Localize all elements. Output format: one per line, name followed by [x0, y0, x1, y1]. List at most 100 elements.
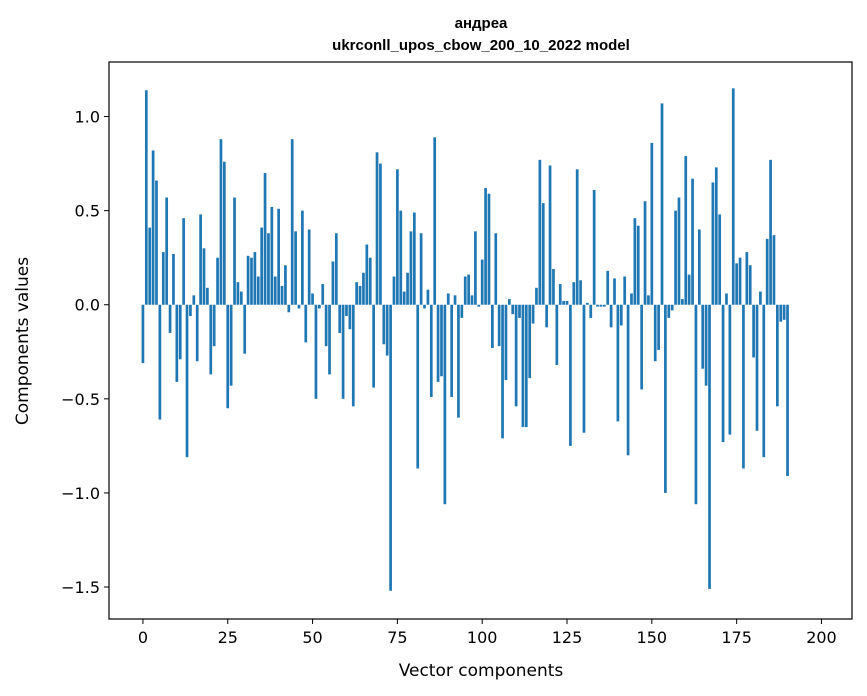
- bar-31: [246, 255, 250, 305]
- y-axis-ticks: −1.5 −1.0 −0.5 0.0 0.5 1.0: [61, 108, 109, 597]
- bar-32: [250, 257, 253, 305]
- bar-149: [647, 295, 650, 305]
- plot-frame: [108, 61, 853, 620]
- bar-115: [531, 304, 535, 324]
- bar-173: [728, 304, 732, 435]
- bar-110: [514, 304, 518, 407]
- x-tick-label-7: 175: [721, 628, 752, 647]
- bar-118: [541, 203, 545, 305]
- bar-74: [392, 276, 396, 305]
- bar-90: [446, 293, 450, 305]
- bar-93: [457, 304, 460, 418]
- bar-141: [619, 304, 623, 326]
- bar-51: [314, 304, 318, 399]
- bar-35: [260, 227, 264, 305]
- bar-66: [365, 244, 369, 305]
- bar-126: [569, 304, 572, 446]
- bar-130: [582, 304, 586, 433]
- bar-8: [168, 304, 172, 333]
- y-tick-label-0: −1.5: [61, 578, 100, 597]
- bar-13: [185, 304, 189, 458]
- bar-124: [562, 300, 565, 305]
- bar-176: [738, 257, 742, 305]
- bar-137: [606, 270, 610, 305]
- bar-87: [436, 304, 440, 382]
- bar-116: [535, 287, 538, 305]
- bar-78: [406, 272, 409, 305]
- bar-105: [497, 304, 501, 347]
- bar-63: [355, 282, 359, 305]
- bar-108: [507, 299, 511, 305]
- bar-57: [334, 233, 338, 305]
- bar-156: [670, 304, 674, 311]
- bar-172: [725, 293, 728, 305]
- bar-71: [382, 304, 386, 345]
- x-axis-ticks: 0 25 50 75 100 125 150 175 200: [138, 619, 837, 647]
- bar-26: [229, 304, 233, 386]
- bar-125: [565, 300, 569, 305]
- bar-190: [786, 304, 789, 476]
- y-tick-label-2: −0.5: [61, 390, 100, 409]
- bar-129: [579, 280, 582, 305]
- bar-22: [216, 257, 219, 305]
- x-tick-label-3: 75: [387, 628, 407, 647]
- bar-70: [379, 163, 382, 305]
- bar-82: [419, 233, 423, 305]
- bar-117: [538, 159, 542, 305]
- bar-16: [195, 304, 199, 362]
- bar-53: [321, 284, 325, 305]
- bar-76: [399, 210, 403, 305]
- bar-109: [511, 304, 515, 315]
- bar-69: [375, 152, 379, 305]
- bar-92: [453, 295, 457, 305]
- bar-67: [368, 257, 372, 305]
- bar-150: [650, 142, 654, 305]
- bar-178: [745, 252, 749, 305]
- bar-146: [636, 225, 640, 305]
- bar-1: [144, 90, 148, 305]
- bar-113: [524, 304, 528, 428]
- bar-5: [158, 304, 162, 420]
- bars-group: [141, 88, 789, 591]
- bar-83: [423, 304, 426, 309]
- bar-140: [616, 304, 620, 422]
- bar-40: [277, 208, 280, 305]
- bar-21: [212, 304, 216, 347]
- bar-142: [623, 276, 627, 305]
- bar-77: [402, 291, 406, 305]
- bar-46: [297, 304, 301, 309]
- bar-175: [735, 263, 738, 305]
- bar-18: [202, 248, 206, 305]
- bar-131: [586, 302, 589, 305]
- x-tick-label-4: 100: [467, 628, 498, 647]
- bar-139: [613, 278, 616, 305]
- bar-104: [494, 233, 498, 305]
- bar-187: [776, 304, 779, 407]
- bar-143: [626, 304, 630, 456]
- bar-154: [664, 304, 667, 493]
- x-tick-label-2: 50: [302, 628, 322, 647]
- bar-147: [640, 304, 644, 390]
- bar-84: [426, 289, 430, 305]
- bar-79: [409, 231, 413, 305]
- bar-174: [731, 88, 735, 305]
- bar-158: [677, 197, 681, 305]
- bar-127: [572, 282, 576, 305]
- bar-3: [151, 150, 155, 305]
- bar-55: [328, 304, 331, 375]
- bar-23: [219, 139, 223, 305]
- bar-163: [694, 304, 698, 505]
- bar-183: [762, 304, 766, 458]
- bar-11: [178, 304, 182, 360]
- bar-134: [596, 304, 599, 307]
- bar-179: [748, 265, 752, 305]
- bar-144: [630, 293, 633, 305]
- bar-185: [769, 159, 772, 305]
- bar-4: [155, 180, 158, 305]
- bar-151: [653, 304, 657, 362]
- bar-165: [701, 304, 705, 369]
- bar-75: [396, 169, 399, 305]
- y-tick-label-4: 0.5: [75, 202, 100, 221]
- bar-17: [199, 214, 202, 305]
